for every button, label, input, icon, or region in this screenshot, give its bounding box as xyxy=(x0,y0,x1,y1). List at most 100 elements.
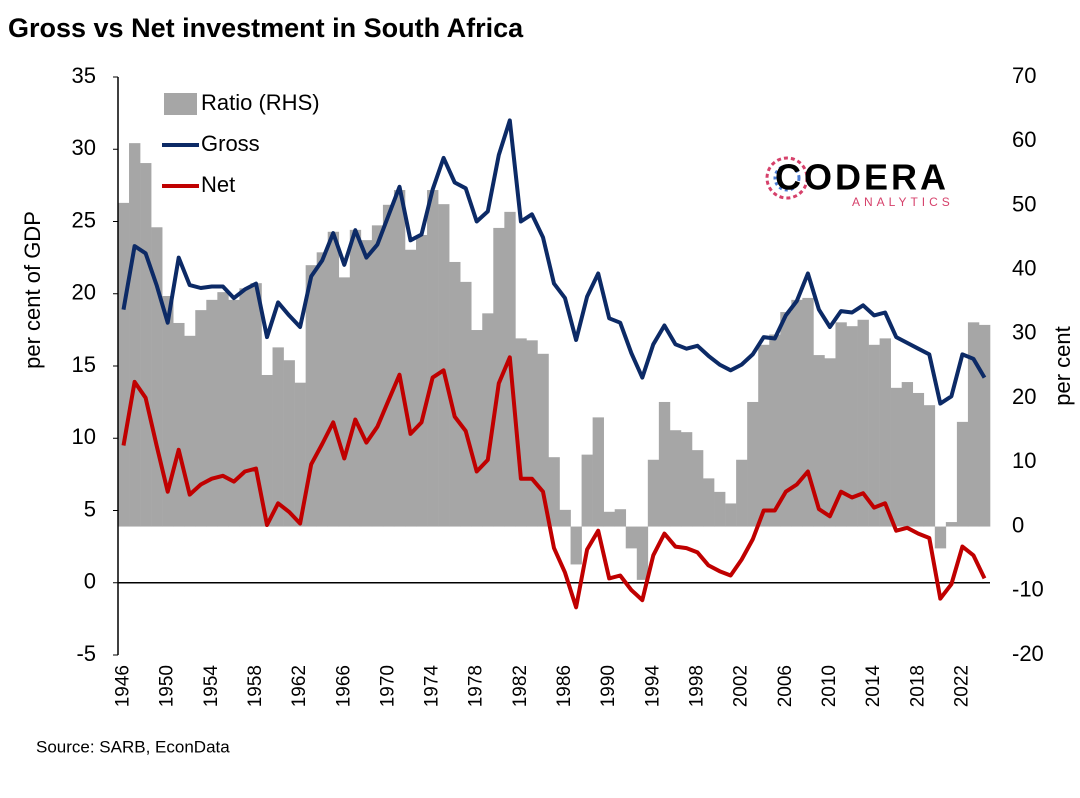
legend-label: Net xyxy=(201,172,235,197)
bar xyxy=(493,227,505,527)
bar xyxy=(118,202,130,527)
x-tick-label: 2010 xyxy=(819,665,840,707)
y2-tick-label: 70 xyxy=(1012,63,1036,88)
x-tick-label: 1978 xyxy=(466,665,487,707)
bar xyxy=(261,374,273,527)
bar xyxy=(647,459,660,527)
bar xyxy=(901,382,914,527)
bar xyxy=(393,190,406,527)
x-tick-label: 2018 xyxy=(907,665,928,707)
x-tick-label: 2006 xyxy=(775,665,796,707)
y2-tick-label: 0 xyxy=(1012,512,1024,537)
bar xyxy=(548,457,560,527)
bar xyxy=(416,234,428,527)
y2-tick-label: 30 xyxy=(1012,320,1036,345)
bars xyxy=(118,143,991,580)
bar xyxy=(526,340,538,527)
x-tick-label: 1994 xyxy=(642,665,663,708)
y2-tick-label: 20 xyxy=(1012,384,1036,409)
bar xyxy=(272,347,284,527)
bar xyxy=(239,288,251,527)
bar xyxy=(669,430,682,527)
bar xyxy=(449,261,461,527)
y-axis-label: per cent of GDP xyxy=(20,211,45,369)
x-tick-label: 1974 xyxy=(422,665,443,708)
logo-name: CODERA xyxy=(775,157,949,198)
bar xyxy=(559,509,571,527)
bar xyxy=(140,163,152,527)
x-tick-label: 1950 xyxy=(157,665,178,707)
bar xyxy=(217,292,229,527)
bar xyxy=(603,511,616,527)
y2-tick-label: -20 xyxy=(1012,641,1044,666)
bar xyxy=(956,421,969,527)
bar xyxy=(537,353,549,527)
bar xyxy=(438,204,450,527)
logo-ring xyxy=(765,156,809,200)
y2-tick-label: 40 xyxy=(1012,255,1036,280)
bar xyxy=(857,319,869,527)
bar xyxy=(460,281,472,527)
y-tick-label: 20 xyxy=(72,280,96,305)
bar xyxy=(581,454,593,527)
y-tick-label: 35 xyxy=(72,63,96,88)
bar xyxy=(879,338,891,527)
bar xyxy=(294,382,306,527)
bar xyxy=(162,295,174,527)
y-tick-label: 30 xyxy=(72,135,96,160)
bar xyxy=(404,249,417,527)
bar xyxy=(934,526,947,549)
bar xyxy=(349,229,362,527)
bar xyxy=(747,401,759,527)
bar xyxy=(151,227,163,527)
line xyxy=(121,118,987,406)
bar xyxy=(184,335,196,527)
x-tick-label: 1990 xyxy=(598,665,619,707)
bar xyxy=(382,204,395,527)
bar xyxy=(173,322,185,527)
bar xyxy=(978,324,991,527)
y-tick-label: 5 xyxy=(84,496,96,521)
x-tick-label: 1998 xyxy=(687,665,708,707)
legend-label: Ratio (RHS) xyxy=(201,90,320,115)
bar xyxy=(195,310,207,527)
x-tick-label: 1966 xyxy=(333,665,354,707)
bar xyxy=(129,143,141,527)
bar xyxy=(736,459,748,527)
y-tick-label: 10 xyxy=(72,424,96,449)
x-tick-label: 1958 xyxy=(245,665,266,707)
bar xyxy=(305,265,317,527)
x-tick-label: 1986 xyxy=(554,665,575,707)
x-tick-label: 1946 xyxy=(113,665,134,707)
legend-swatch xyxy=(164,93,197,115)
y2-tick-label: 60 xyxy=(1012,127,1036,152)
y2-tick-label: 50 xyxy=(1012,191,1036,216)
logo-ring xyxy=(773,164,801,192)
bar xyxy=(471,330,483,527)
bar xyxy=(250,283,262,527)
bar xyxy=(945,522,958,527)
bar xyxy=(592,417,604,527)
bar xyxy=(283,360,295,527)
bar xyxy=(967,322,980,527)
bar xyxy=(923,405,936,527)
y2-tick-label: 10 xyxy=(1012,448,1036,473)
legend-label: Gross xyxy=(201,131,260,156)
bar xyxy=(912,392,925,527)
y-tick-label: 15 xyxy=(72,352,96,377)
bar xyxy=(703,478,715,527)
x-tick-label: 1982 xyxy=(510,665,531,707)
bar xyxy=(614,509,627,527)
x-tick-label: 2002 xyxy=(731,665,752,707)
bar xyxy=(802,297,814,527)
bar xyxy=(725,503,737,527)
bar xyxy=(835,322,847,527)
bar xyxy=(714,491,726,527)
bar xyxy=(316,252,329,527)
chart-title: Gross vs Net investment in South Africa xyxy=(8,13,524,43)
source-note: Source: SARB, EconData xyxy=(36,737,230,756)
y2-axis-label: per cent xyxy=(1050,326,1075,406)
bar xyxy=(338,277,351,527)
